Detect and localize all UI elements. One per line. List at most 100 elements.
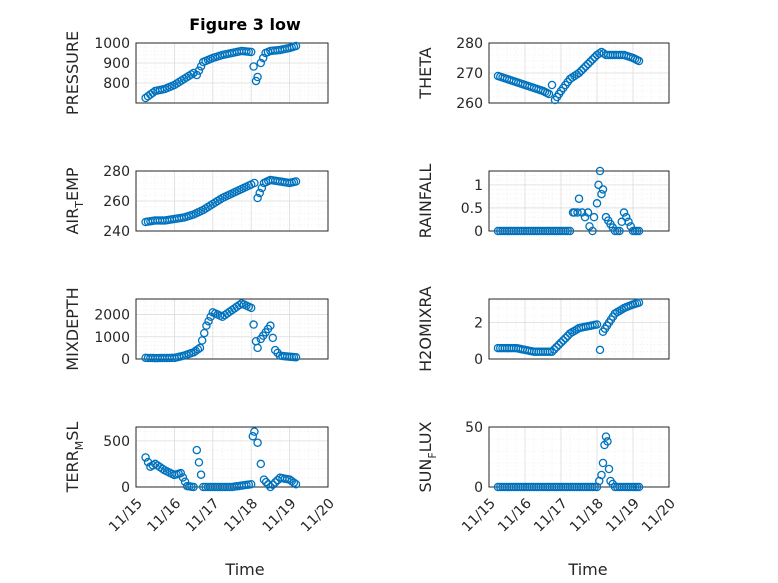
y-axis-label: TERRMSL [63, 422, 86, 494]
y-tick-label: 0.5 [461, 201, 483, 217]
x-tick-label: 11/16 [495, 496, 535, 536]
y-tick-label: 280 [456, 36, 483, 52]
data-point [246, 303, 256, 313]
data-point [634, 56, 644, 66]
data-point [595, 345, 605, 355]
y-axis-label: RAINFALL [416, 164, 435, 239]
data-point [574, 194, 584, 203]
data-point [256, 459, 266, 469]
y-axis-label: H2OMIXRA [416, 286, 435, 372]
y-tick-label: 0 [121, 352, 130, 368]
data-point [251, 76, 261, 86]
data-point [249, 320, 258, 329]
x-tick-label: 11/18 [567, 496, 607, 536]
plot-border [135, 426, 329, 488]
data-point [202, 321, 211, 330]
subplot-h2omixra: 0 2 H2OMIXRA [416, 286, 670, 372]
y-axis-label: MIXDEPTH [63, 287, 82, 370]
y-tick-label: 0 [121, 480, 130, 496]
x-tick-label: 11/17 [531, 496, 571, 536]
y-tick-label: 1000 [94, 330, 130, 346]
plot-frame [488, 426, 670, 488]
y-tick-label: 0 [474, 352, 483, 368]
y-tick-label: 2000 [94, 308, 130, 324]
data-point [547, 80, 557, 90]
plot-border [135, 170, 329, 232]
data-point [552, 342, 561, 352]
data-point [194, 66, 204, 75]
x-tick-label: 11/17 [183, 496, 223, 536]
data-point [195, 343, 205, 353]
data-point [619, 208, 629, 217]
data-point [603, 437, 612, 446]
data-point [634, 298, 644, 307]
x-tick-label: 11/19 [603, 496, 643, 536]
data-point [573, 208, 582, 217]
y-tick-label: 0 [474, 224, 483, 240]
data-point [197, 336, 207, 345]
y-tick-label: 260 [456, 96, 483, 112]
data-point [598, 185, 608, 194]
y-tick-label: 260 [103, 194, 130, 210]
x-tick-label: 11/16 [144, 496, 184, 536]
data-point [192, 445, 202, 455]
y-tick-label: 270 [456, 66, 483, 82]
data-point [253, 343, 262, 353]
data-point [597, 470, 606, 480]
data-point [268, 480, 278, 489]
plot-frame [488, 170, 670, 232]
x-tick-label: 11/19 [260, 496, 300, 536]
data-point [192, 70, 202, 80]
subplot-pressure: 800 900 1000 PRESSURE [63, 31, 329, 115]
data-point [250, 178, 259, 188]
data-point [634, 482, 644, 492]
data-point [626, 222, 636, 231]
data-point [554, 340, 564, 350]
data-point [583, 208, 593, 217]
data-point [250, 427, 259, 436]
data-point [581, 62, 591, 71]
plot-border [488, 298, 670, 360]
data-point [594, 180, 603, 190]
figure-title: Figure 3 low [189, 15, 301, 34]
data-point [577, 66, 586, 76]
x-tick-label: 11/20 [639, 496, 679, 536]
x-tick-label: 11/15 [459, 496, 499, 536]
y-tick-label: 240 [103, 224, 130, 240]
data-point [615, 226, 624, 236]
y-tick-label: 280 [103, 164, 130, 180]
y-tick-label: 0 [474, 480, 483, 496]
x-axis-label-right: Time [567, 560, 607, 579]
plot-border [135, 298, 329, 360]
data-point [258, 53, 268, 63]
data-point [597, 189, 606, 199]
y-tick-label: 1 [474, 178, 483, 194]
data-point [180, 477, 190, 487]
data-point [289, 478, 299, 487]
data-point [565, 226, 575, 236]
y-axis-label: AIRTEMP [63, 167, 86, 234]
data-point [291, 41, 301, 51]
data-point [204, 316, 213, 326]
data-point [574, 68, 584, 78]
data-point [196, 470, 206, 479]
data-point [246, 479, 256, 489]
data-point [588, 226, 597, 236]
data-point [158, 464, 167, 474]
data-point [291, 352, 301, 362]
data-point [178, 473, 188, 482]
data-point [196, 62, 206, 71]
data-point [266, 321, 275, 330]
data-point [270, 345, 280, 355]
data-point [266, 482, 275, 492]
data-point [588, 55, 597, 64]
data-point [598, 458, 608, 468]
plot-frame [135, 42, 329, 104]
data-point [270, 478, 280, 487]
data-point [550, 345, 559, 354]
data-point [556, 338, 566, 347]
data-point [604, 464, 614, 474]
